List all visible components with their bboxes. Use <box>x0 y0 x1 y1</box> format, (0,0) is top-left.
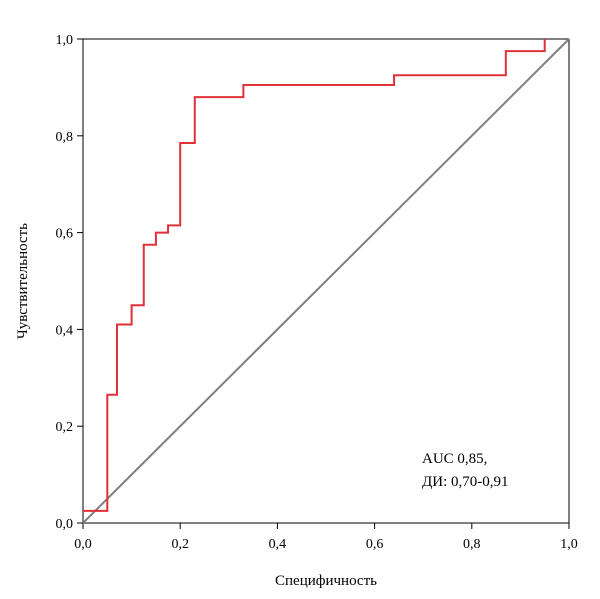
x-tick-label: 0,4 <box>269 537 287 552</box>
x-tick-label: 0,6 <box>366 537 384 552</box>
x-tick-label: 0,8 <box>463 537 481 552</box>
auc-annotation-line2: ДИ: 0,70-0,91 <box>422 474 508 490</box>
plot-frame <box>82 38 570 524</box>
auc-annotation-line1: AUC 0,85, <box>422 451 487 467</box>
y-tick-label: 0,2 <box>56 420 74 435</box>
x-axis-ticks: 0,0 0,2 0,4 0,6 0,8 1,0 <box>74 523 578 552</box>
x-axis-title: Специфичность <box>275 573 377 589</box>
y-tick-label: 0,6 <box>56 227 74 242</box>
y-tick-label: 0,0 <box>56 517 74 532</box>
y-tick-label: 0,4 <box>56 323 74 338</box>
y-tick-label: 0,8 <box>56 130 74 145</box>
y-axis-ticks: 0,0 0,2 0,4 0,6 0,8 1,0 <box>56 33 83 532</box>
roc-curve-line <box>83 39 546 512</box>
x-tick-label: 0,2 <box>171 537 189 552</box>
reference-diagonal-line <box>82 38 570 524</box>
y-tick-label: 1,0 <box>56 33 74 48</box>
x-tick-label: 0,0 <box>74 537 92 552</box>
series-layer <box>82 38 570 524</box>
x-tick-label: 1,0 <box>560 537 578 552</box>
y-axis-title: Чувствительность <box>15 223 31 339</box>
